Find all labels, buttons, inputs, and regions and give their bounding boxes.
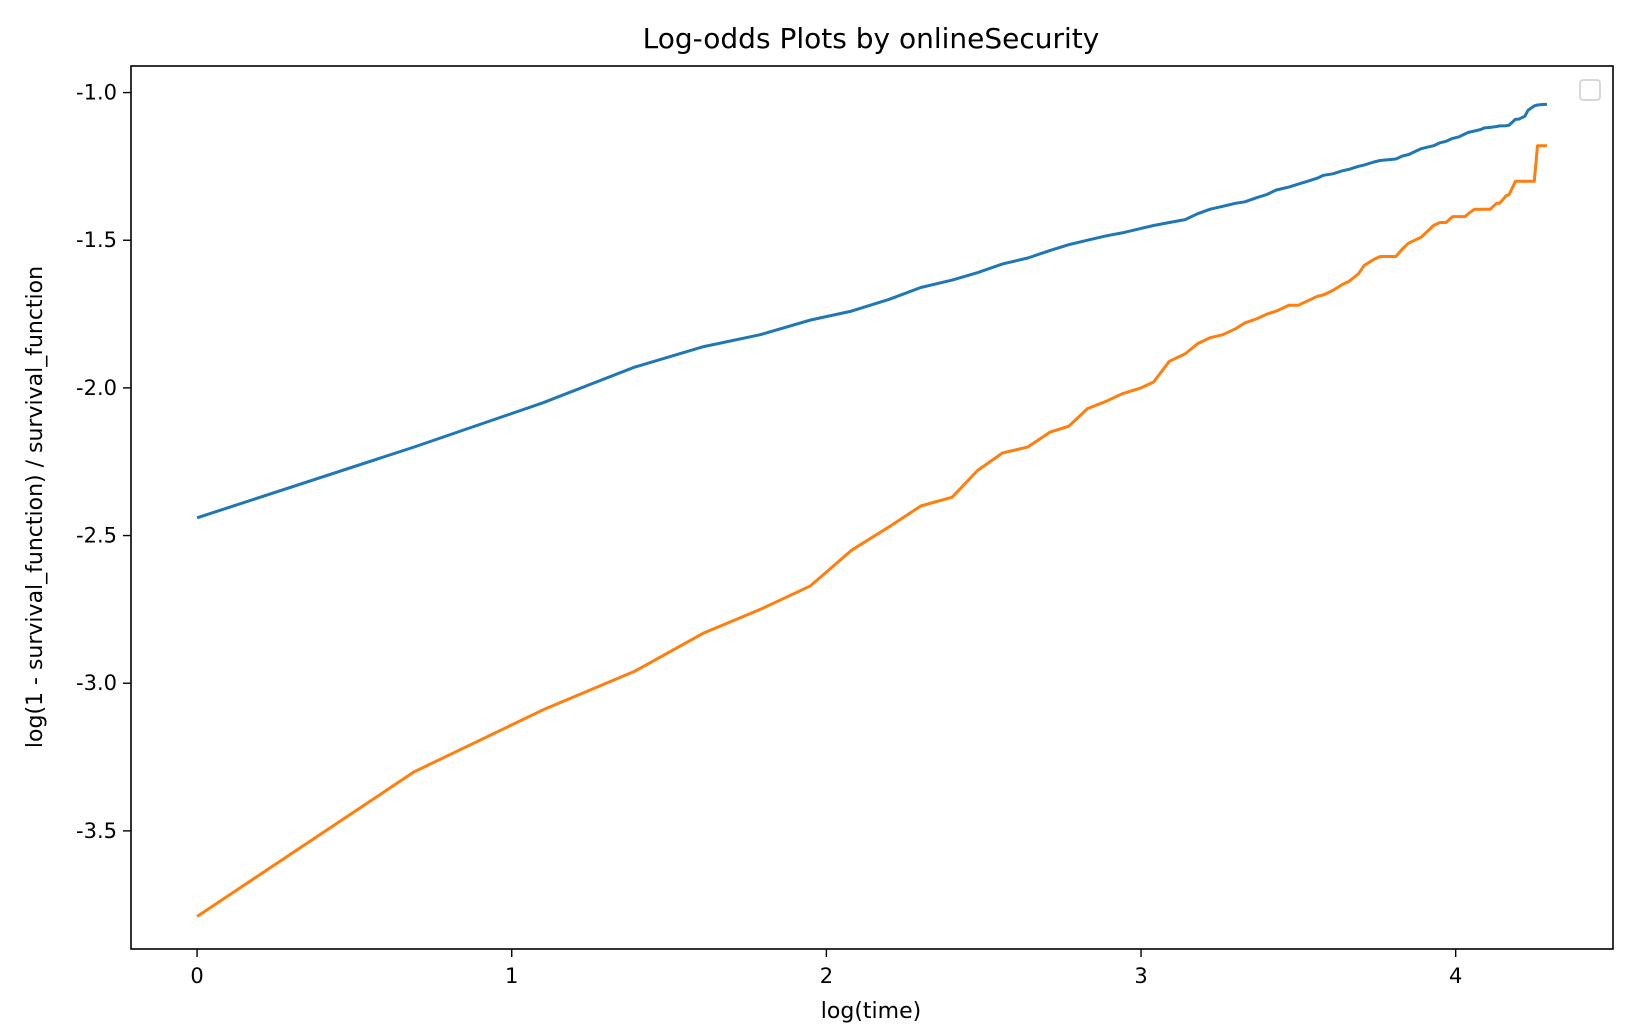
plot-frame — [130, 65, 1614, 950]
y-tick-label: -1.5 — [76, 228, 117, 252]
y-tick-label: -2.0 — [76, 376, 117, 400]
y-tick-label: -1.0 — [76, 81, 117, 105]
x-tick-label: 0 — [190, 964, 203, 988]
series-line-1 — [196, 102, 1547, 520]
y-tick-label: -2.5 — [76, 524, 117, 548]
chart-title: Log-odds Plots by onlineSecurity — [643, 22, 1100, 55]
x-tick-label: 4 — [1449, 964, 1462, 988]
y-tick-label: -3.5 — [76, 819, 117, 843]
x-tick-label: 1 — [505, 964, 518, 988]
y-axis-label: log(1 - survival_function) / survival_fu… — [23, 266, 48, 748]
plot-area — [130, 65, 1614, 950]
x-tick-label: 2 — [820, 964, 833, 988]
y-axis-ticks: -1.0 -1.5 -2.0 -2.5 -3.0 -3.5 — [76, 81, 131, 843]
series-group — [196, 102, 1547, 918]
series-line-2 — [196, 144, 1547, 918]
x-axis-ticks: 0 1 2 3 4 — [190, 949, 1462, 988]
y-tick-label: -3.0 — [76, 671, 117, 695]
x-axis-label: log(time) — [821, 999, 921, 1024]
x-tick-label: 3 — [1134, 964, 1147, 988]
legend-box — [1579, 79, 1601, 101]
